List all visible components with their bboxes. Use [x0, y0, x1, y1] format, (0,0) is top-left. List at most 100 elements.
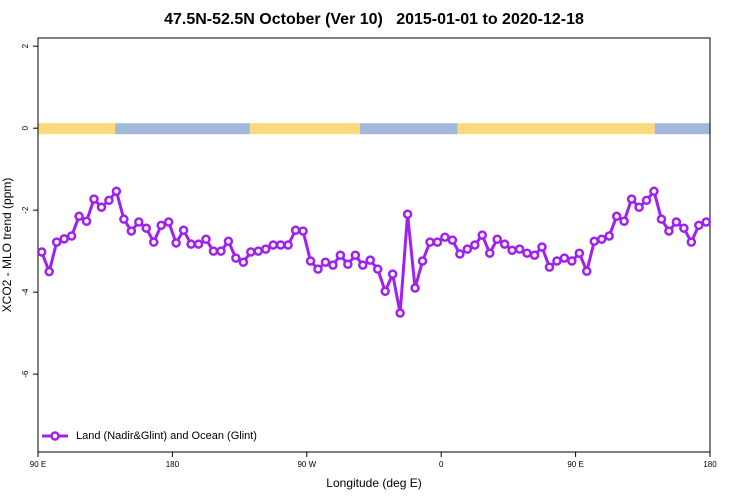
- data-point: [178, 225, 189, 235]
- y-tick-label: -2: [21, 206, 30, 214]
- x-tick-label: 180: [703, 460, 717, 469]
- surface-band: [654, 123, 710, 135]
- data-point: [507, 245, 517, 256]
- data-point: [372, 264, 383, 274]
- data-point: [410, 283, 420, 293]
- x-axis-label: Longitude (deg E): [326, 476, 421, 490]
- data-point: [313, 264, 323, 274]
- data-point: [59, 234, 69, 244]
- data-point: [440, 232, 450, 242]
- x-tick-label: 180: [166, 460, 180, 469]
- data-point: [51, 237, 62, 247]
- data-point: [679, 223, 689, 233]
- data-point: [44, 266, 54, 277]
- data-point: [447, 235, 458, 245]
- data-point: [141, 223, 152, 233]
- y-axis-label: XCO2 - MLO trend (ppm): [0, 178, 14, 313]
- data-point: [89, 194, 99, 204]
- data-point: [223, 236, 234, 247]
- data-point: [455, 249, 465, 259]
- data-point: [298, 226, 308, 236]
- data-point: [604, 231, 614, 241]
- data-point: [134, 217, 144, 227]
- data-point: [641, 195, 652, 206]
- data-point: [36, 247, 47, 257]
- data-point: [596, 234, 607, 245]
- data-point: [395, 308, 405, 318]
- data-point: [358, 260, 368, 270]
- data-point: [432, 237, 443, 247]
- data-point: [380, 286, 390, 297]
- legend-marker: [50, 431, 60, 441]
- data-point: [619, 216, 629, 226]
- data-point: [328, 260, 338, 270]
- y-tick-label: 0: [21, 125, 30, 130]
- data-point: [81, 216, 92, 226]
- x-tick-label: 90 E: [567, 460, 583, 469]
- data-point: [686, 237, 697, 247]
- data-point: [216, 246, 226, 256]
- data-point: [350, 250, 361, 260]
- legend-label: Land (Nadir&Glint) and Ocean (Glint): [76, 430, 257, 442]
- data-point: [537, 242, 547, 252]
- surface-band: [457, 123, 655, 135]
- data-point: [320, 257, 331, 267]
- data-point: [365, 255, 376, 265]
- data-point: [66, 231, 77, 241]
- data-point: [626, 194, 637, 204]
- data-point: [305, 256, 316, 266]
- x-tick-label: 90 E: [30, 460, 46, 469]
- data-point: [387, 269, 398, 279]
- data-point: [96, 202, 107, 213]
- data-point: [567, 256, 577, 266]
- data-line: [40, 189, 707, 315]
- data-point: [499, 239, 510, 249]
- y-tick-label: -4: [21, 288, 30, 296]
- surface-band: [249, 123, 360, 135]
- data-point: [701, 217, 712, 227]
- data-point: [514, 244, 525, 254]
- data-point: [477, 230, 488, 240]
- surface-band: [359, 123, 458, 135]
- data-point: [74, 211, 84, 222]
- data-point: [186, 239, 196, 249]
- data-point: [664, 226, 674, 236]
- plot-frame: [37, 37, 711, 453]
- data-point: [671, 217, 682, 227]
- data-point: [104, 195, 114, 206]
- data-point: [484, 248, 495, 258]
- data-point: [335, 250, 346, 260]
- y-tick-label: 2: [21, 43, 30, 48]
- data-point: [156, 220, 166, 231]
- data-point: [417, 256, 428, 266]
- data-point: [470, 240, 480, 250]
- data-point: [522, 248, 532, 258]
- data-point: [126, 226, 137, 236]
- chart-title: 47.5N-52.5N October (Ver 10) 2015-01-01 …: [164, 11, 584, 28]
- data-point: [559, 253, 570, 263]
- data-point: [611, 211, 622, 222]
- x-tick-label: 90 W: [297, 460, 316, 469]
- data-point: [290, 225, 301, 235]
- y-tick-label: -6: [21, 370, 30, 378]
- data-point: [694, 220, 704, 231]
- surface-band: [115, 123, 250, 135]
- data-point: [544, 262, 555, 272]
- data-point: [425, 237, 435, 247]
- data-point: [246, 247, 256, 257]
- data-point: [119, 214, 129, 224]
- data-point: [253, 246, 264, 256]
- data-point: [649, 186, 659, 197]
- x-tick-label: 0: [439, 460, 444, 469]
- surface-band: [38, 123, 116, 135]
- data-point: [552, 256, 562, 266]
- data-point: [402, 209, 413, 220]
- data-point: [268, 240, 278, 250]
- data-point: [148, 237, 159, 247]
- data-point: [208, 246, 219, 256]
- data-point: [582, 266, 592, 276]
- data-point: [163, 217, 174, 227]
- data-point: [634, 202, 644, 213]
